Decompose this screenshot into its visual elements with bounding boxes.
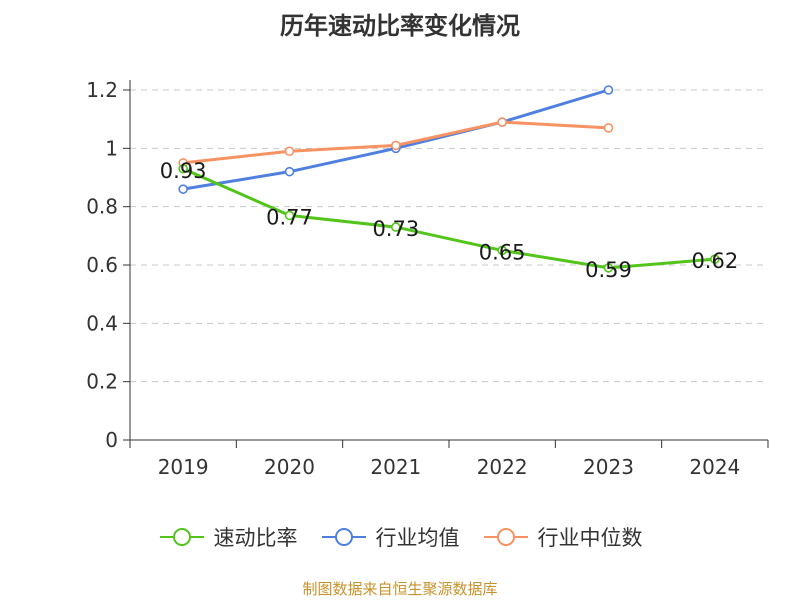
legend: 速动比率 行业均值 行业中位数 (0, 520, 800, 554)
legend-line-circle-icon (321, 528, 366, 546)
data-label-layer: 0.93 0.77 0.73 0.65 0.59 0.62 (160, 159, 738, 282)
series-line-0 (181, 167, 717, 270)
x-tick-label: 2020 (264, 455, 315, 479)
legend-item-1[interactable]: 行业均值 (320, 522, 460, 552)
y-tick-label: 0.6 (86, 253, 118, 277)
series-layer (178, 85, 720, 273)
legend-item-0[interactable]: 速动比率 (158, 522, 298, 552)
y-tick-label: 0.8 (86, 195, 118, 219)
legend-label: 速动比率 (213, 526, 298, 550)
x-tick-label: 2019 (158, 455, 209, 479)
series-point-0 (497, 245, 507, 256)
series-point-0 (710, 254, 720, 264)
legend-item-2[interactable]: 行业中位数 (482, 522, 643, 552)
series-point-0 (178, 163, 188, 174)
x-tick-label: 2021 (370, 455, 421, 479)
grid-layer (130, 89, 768, 383)
series-point-0 (603, 263, 614, 273)
data-label: 0.62 (691, 249, 738, 273)
data-label: 0.93 (160, 159, 207, 183)
series-point-2 (284, 146, 295, 157)
series-point-2 (603, 123, 614, 133)
x-tick-label: 2023 (583, 455, 634, 479)
series-point-1 (603, 85, 614, 95)
data-label: 0.59 (585, 258, 632, 282)
x-tick-label: 2024 (689, 455, 740, 479)
series-point-1 (178, 184, 188, 194)
data-label: 0.77 (266, 205, 313, 229)
legend-label: 行业均值 (375, 526, 460, 550)
legend-line-circle-icon (159, 528, 204, 546)
y-tick-label: 1 (105, 136, 118, 160)
axis-layer: 0 0.2 0.4 0.6 0.8 1 1.2 2019 2020 2021 2022 2023 202… (86, 78, 769, 479)
series-point-1 (284, 166, 295, 177)
series-point-0 (391, 222, 401, 232)
series-point-2 (497, 117, 507, 127)
x-tick-label: 2022 (477, 455, 528, 479)
data-label: 0.73 (372, 217, 419, 241)
chart-title: 历年速动比率变化情况 (280, 12, 520, 40)
series-point-2 (391, 140, 401, 151)
series-line-1 (181, 88, 610, 191)
y-tick-label: 0.4 (86, 311, 118, 335)
source-note: 制图数据来自恒生聚源数据库 (302, 580, 498, 598)
line-chart: 0 0.2 0.4 0.6 0.8 1 1.2 2019 2020 2021 2022 2023 202… (86, 78, 769, 479)
y-tick-label: 0.2 (86, 370, 118, 394)
y-tick-label: 1.2 (86, 78, 118, 102)
y-tick-label: 0 (105, 428, 118, 452)
data-label: 0.65 (479, 240, 526, 264)
legend-line-circle-icon (483, 528, 528, 546)
series-point-0 (284, 210, 295, 221)
legend-label: 行业中位数 (537, 526, 643, 550)
